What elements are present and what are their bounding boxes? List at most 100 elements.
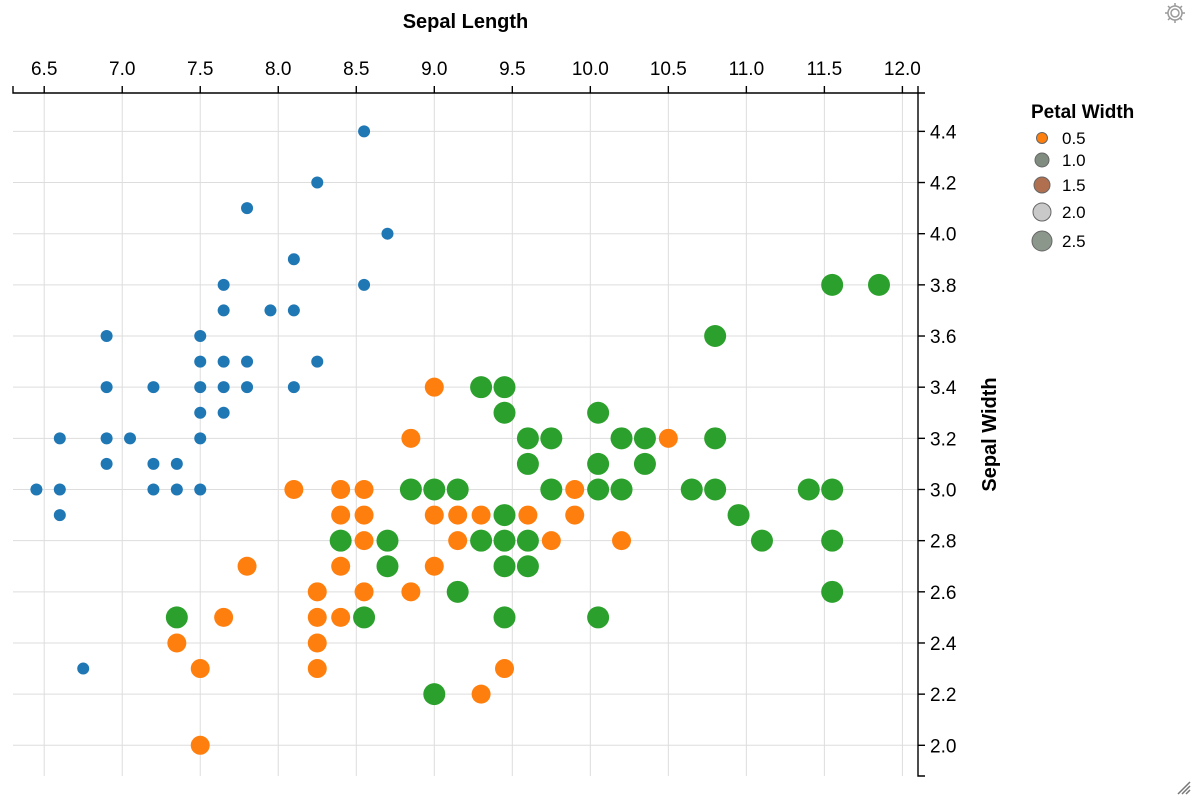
- x-tick-label-7: 10.0: [572, 59, 609, 80]
- grid: [13, 93, 918, 776]
- point-2-1: [867, 273, 890, 296]
- resize-handle-icon[interactable]: [1174, 778, 1192, 796]
- point-2-36: [516, 555, 539, 578]
- gear-icon[interactable]: [1160, 0, 1190, 30]
- point-1-31: [495, 659, 515, 679]
- x-tick-label-1: 7.0: [109, 59, 135, 80]
- legend-label-3: 2.0: [1062, 203, 1086, 222]
- point-0-7: [217, 304, 230, 317]
- point-0-36: [53, 509, 66, 522]
- point-0-29: [147, 457, 160, 470]
- point-0-8: [264, 304, 277, 317]
- legend-label-1: 1.0: [1062, 151, 1086, 170]
- y-axis-title: Sepal Width: [979, 377, 1001, 491]
- point-2-17: [446, 478, 469, 501]
- point-2-9: [610, 427, 633, 450]
- point-1-20: [424, 556, 444, 576]
- point-2-11: [704, 427, 727, 450]
- point-2-38: [821, 580, 844, 603]
- point-0-15: [311, 355, 324, 368]
- point-1-18: [237, 556, 257, 576]
- point-1-24: [214, 607, 234, 627]
- y-tick-label-8: 3.6: [930, 327, 956, 348]
- x-tick-label-10: 11.5: [807, 59, 843, 80]
- point-0-16: [100, 381, 113, 394]
- point-1-0: [424, 377, 444, 397]
- point-0-6: [358, 278, 371, 291]
- point-2-13: [587, 452, 610, 475]
- point-1-16: [541, 531, 561, 551]
- point-2-35: [493, 555, 516, 578]
- point-1-8: [354, 505, 374, 525]
- y-tick-label-2: 2.4: [930, 634, 957, 655]
- point-0-1: [311, 176, 324, 189]
- point-2-37: [446, 580, 469, 603]
- point-1-32: [471, 684, 491, 704]
- x-axis-title: Sepal Length: [403, 11, 529, 33]
- legend-label-2: 1.5: [1062, 176, 1086, 195]
- point-1-19: [331, 556, 351, 576]
- point-2-28: [376, 529, 399, 552]
- point-2-8: [540, 427, 563, 450]
- point-0-14: [241, 355, 254, 368]
- point-1-5: [354, 479, 374, 499]
- point-0-3: [381, 227, 394, 240]
- point-1-22: [354, 582, 374, 602]
- x-tick-label-4: 8.5: [343, 59, 369, 80]
- point-2-0: [821, 273, 844, 296]
- point-2-5: [493, 401, 516, 424]
- point-2-14: [633, 452, 656, 475]
- point-2-23: [797, 478, 820, 501]
- data-points: [30, 125, 890, 755]
- point-1-3: [284, 479, 304, 499]
- point-1-25: [307, 607, 327, 627]
- y-tick-label-3: 2.6: [930, 583, 956, 604]
- point-2-34: [376, 555, 399, 578]
- point-0-26: [124, 432, 137, 445]
- point-2-39: [165, 606, 188, 629]
- point-2-30: [493, 529, 516, 552]
- y-tick-label-12: 4.4: [930, 122, 957, 143]
- point-2-10: [633, 427, 656, 450]
- point-0-17: [147, 381, 160, 394]
- legend-title: Petal Width: [1031, 102, 1134, 123]
- point-0-18: [194, 381, 207, 394]
- y-tick-label-5: 3.0: [930, 480, 956, 501]
- point-2-2: [704, 325, 727, 348]
- point-2-32: [750, 529, 773, 552]
- point-0-21: [287, 381, 300, 394]
- point-1-12: [518, 505, 538, 525]
- point-1-1: [401, 428, 421, 448]
- point-0-30: [170, 457, 183, 470]
- point-2-26: [727, 504, 750, 527]
- point-2-6: [587, 401, 610, 424]
- point-2-42: [587, 606, 610, 629]
- point-2-18: [540, 478, 563, 501]
- point-1-10: [448, 505, 468, 525]
- point-1-21: [307, 582, 327, 602]
- point-2-21: [680, 478, 703, 501]
- legend-label-0: 0.5: [1062, 129, 1086, 148]
- y-axis-line: [917, 92, 925, 777]
- point-0-28: [100, 457, 113, 470]
- point-0-5: [217, 278, 230, 291]
- x-axis: 6.5 7.0 7.5 8.0 8.5 9.0 9.5 10.0 10.5 11.0 11.5 12.…: [12, 59, 921, 94]
- point-0-32: [53, 483, 66, 496]
- point-2-3: [470, 376, 493, 399]
- point-0-10: [100, 330, 113, 343]
- point-1-27: [167, 633, 187, 653]
- y-tick-label-1: 2.2: [930, 685, 956, 706]
- x-tick-label-6: 9.5: [499, 59, 525, 80]
- point-2-15: [399, 478, 422, 501]
- point-2-7: [516, 427, 539, 450]
- point-2-19: [587, 478, 610, 501]
- y-tick-label-4: 2.8: [930, 532, 956, 553]
- point-2-43: [423, 683, 446, 706]
- point-2-16: [423, 478, 446, 501]
- legend: Petal Width 0.5 1.0 1.5 2.0 2.5: [1031, 102, 1134, 252]
- point-0-34: [170, 483, 183, 496]
- point-1-28: [307, 633, 327, 653]
- point-2-22: [704, 478, 727, 501]
- point-1-30: [307, 659, 327, 679]
